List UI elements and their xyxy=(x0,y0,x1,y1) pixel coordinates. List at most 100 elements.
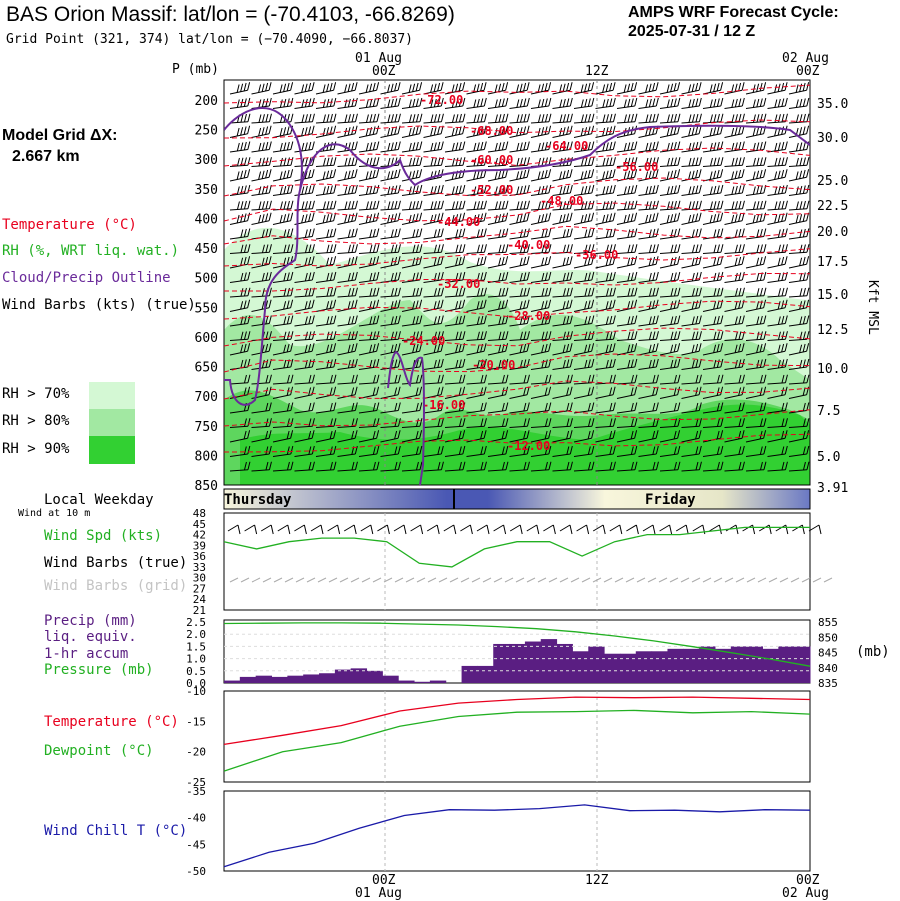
wind-barb-flag xyxy=(390,83,394,92)
wind-barb-flag xyxy=(695,430,699,440)
wind-barb-flag xyxy=(709,214,713,224)
wind-barb xyxy=(745,343,767,356)
wind-barb-staff xyxy=(380,148,399,153)
wind-barb-flag xyxy=(415,157,419,166)
wind-barb-flag xyxy=(326,83,330,92)
wind-barb-staff xyxy=(530,220,549,225)
wind-barb-flag xyxy=(372,331,376,340)
wind-barb-flag xyxy=(731,127,735,137)
wind-barb-flag xyxy=(716,287,720,297)
wind-barb-flag xyxy=(655,358,659,368)
wind-barb-flag xyxy=(394,169,398,179)
wind-barb xyxy=(337,374,358,385)
wind-barb-flag xyxy=(655,212,659,221)
wind-barb-staff xyxy=(573,220,592,225)
wind-barb xyxy=(681,315,702,327)
wind-barb-flag xyxy=(537,157,541,167)
wind-barb-flag xyxy=(347,272,351,282)
wind-barb xyxy=(444,315,466,327)
wind-barb-flag xyxy=(673,82,677,92)
wind-barb-flag xyxy=(376,113,380,122)
wind-barb-flag xyxy=(612,157,616,166)
wind-barb-flag xyxy=(566,430,570,440)
wind-barb-flag xyxy=(802,200,806,210)
wind-barb-flag xyxy=(376,244,380,253)
wind-barb-flag xyxy=(390,142,394,151)
surface-barb xyxy=(460,524,471,532)
wind-barb xyxy=(745,374,767,385)
weekday-thursday: Thursday xyxy=(224,492,292,508)
wind-barb-flag xyxy=(609,126,613,135)
wind-barb-flag xyxy=(265,141,269,151)
wind-barb-flag xyxy=(627,214,631,223)
wind-barb-flag xyxy=(720,315,724,324)
wind-barb-flag xyxy=(462,358,466,368)
wind-barb xyxy=(616,157,638,167)
wind-barb-flag xyxy=(759,315,763,325)
wind-barb-staff xyxy=(616,133,635,138)
wind-barb-flag xyxy=(609,446,613,455)
dewpoint-label: Dewpoint (°C) xyxy=(44,743,154,759)
grid-barb xyxy=(801,577,811,583)
wind-barb-flag xyxy=(698,299,702,308)
wind-barb xyxy=(315,212,337,225)
wind-barb-flag xyxy=(652,402,656,412)
wind-barb xyxy=(788,200,810,211)
wind-barb-flag xyxy=(544,359,548,368)
wind-barb-flag xyxy=(784,228,788,237)
wind-barb xyxy=(767,256,788,269)
wind-barb-flag xyxy=(741,445,745,455)
precip-bar xyxy=(350,668,368,683)
surface-barb xyxy=(808,524,820,532)
wind-barb-flag xyxy=(612,287,616,296)
wind-barb xyxy=(337,343,358,356)
wind-barb-flag xyxy=(541,142,545,151)
wind-barb xyxy=(616,228,638,240)
grid-barb xyxy=(570,577,580,583)
wind-barb-staff xyxy=(811,383,829,384)
precip-bar xyxy=(398,680,415,683)
wind-barb-flag xyxy=(569,386,573,395)
wind-barb-flag xyxy=(584,83,588,92)
wind-barb-staff xyxy=(638,220,657,225)
wind-barb-flag xyxy=(519,316,523,325)
wind-barb xyxy=(380,445,401,457)
wind-barb-flag xyxy=(501,213,505,222)
wind-barb-staff xyxy=(681,394,700,399)
wind-barb-flag xyxy=(415,315,419,325)
wind-barb xyxy=(294,430,315,443)
wind-barb-flag xyxy=(645,114,649,123)
wind-barb-flag xyxy=(731,214,735,224)
wind-barb-flag xyxy=(566,374,570,384)
wind-barb-flag xyxy=(795,201,799,210)
wind-barb xyxy=(315,402,337,414)
wind-barb-flag xyxy=(605,288,609,297)
wind-barb-flag xyxy=(587,315,591,325)
wind-barb-flag xyxy=(720,228,724,237)
wind-barb-flag xyxy=(784,386,788,395)
wind-barb-flag xyxy=(806,184,810,194)
bottom-date-3: 02 Aug xyxy=(782,886,829,901)
cross-section-frame xyxy=(223,79,811,486)
pressure-tick-500: 500 xyxy=(195,272,218,287)
wind-barb-staff xyxy=(767,307,786,312)
wind-barb xyxy=(444,430,466,443)
wind-barb-flag xyxy=(329,200,333,210)
wind-barb-flag xyxy=(236,157,240,167)
wind-barb-staff xyxy=(358,208,377,211)
wind-barb-flag xyxy=(480,213,484,222)
wind-barb-flag xyxy=(437,185,441,194)
wind-barb-flag xyxy=(566,343,570,353)
wind-barb-flag xyxy=(612,125,616,134)
wind-barb-flag xyxy=(462,169,466,178)
wind-barb xyxy=(487,200,509,211)
wind-barb-flag xyxy=(369,288,373,297)
wind-barb-flag xyxy=(627,201,631,210)
wind-barb-flag xyxy=(523,228,527,238)
wind-barb-flag xyxy=(329,430,333,440)
wind-barb-staff xyxy=(444,133,463,138)
surface-barb-flag xyxy=(735,524,739,535)
wind-barb-flag xyxy=(566,141,570,151)
wind-barb-flag xyxy=(372,98,376,107)
wind-barb xyxy=(681,430,702,443)
